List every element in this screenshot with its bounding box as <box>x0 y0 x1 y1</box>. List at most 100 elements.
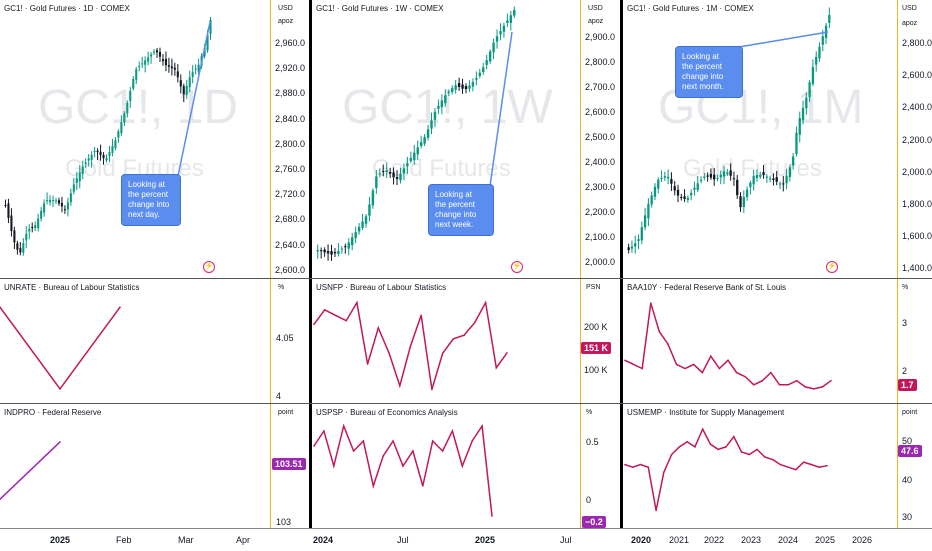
series-line <box>0 306 121 391</box>
indicator-axis[interactable]: point 50 47.6 40 30 <box>897 404 932 528</box>
callout-note[interactable]: Looking at the percent change into next … <box>428 184 494 236</box>
unrate-line-chart[interactable] <box>0 279 270 403</box>
lightning-icon[interactable]: ⚡ <box>203 261 215 273</box>
chart-title: GC1! · Gold Futures · 1W · COMEX <box>316 4 444 13</box>
indicator-pane-uspsp[interactable]: USPSP · Bureau of Economics Analysis % 0… <box>312 404 621 528</box>
candle-body <box>37 218 40 229</box>
data-point <box>334 314 337 317</box>
price-pane-weekly[interactable]: GC1!, 1W Gold Futures GC1! · Gold Future… <box>312 0 621 278</box>
pane-divider[interactable] <box>0 278 932 279</box>
candlestick-chart[interactable] <box>0 0 270 278</box>
candle-body <box>801 107 805 121</box>
lightning-icon[interactable]: ⚡ <box>511 261 523 273</box>
callout-note[interactable]: Looking at the percent change into next … <box>121 174 181 226</box>
indicator-title: USMEMP · Institute for Supply Management <box>627 408 785 417</box>
candle-body <box>87 158 90 161</box>
usnfp-line-chart[interactable] <box>312 279 580 403</box>
value-badge: 1.7 <box>898 379 917 391</box>
data-point <box>441 352 444 354</box>
data-point <box>352 450 355 452</box>
candle-body <box>69 193 72 203</box>
trend-line <box>489 31 513 187</box>
time-tick: Feb <box>116 535 132 545</box>
indicator-pane-indpro[interactable]: INDPRO · Federal Reserve point 103.51 10… <box>0 404 309 528</box>
series-line <box>624 302 832 390</box>
candle-body <box>637 239 640 242</box>
candle-body <box>676 189 680 196</box>
price-tick: 2,900.0 <box>585 32 616 42</box>
price-tick: 1,800.0 <box>902 199 932 209</box>
candle-body <box>492 42 495 53</box>
lightning-icon[interactable]: ⚡ <box>826 261 838 273</box>
indicator-title: BAA10Y · Federal Reserve Bank of St. Lou… <box>627 283 787 292</box>
indicator-axis[interactable]: PSN 200 K 151 K 100 K <box>580 279 621 403</box>
candle-body <box>316 250 319 252</box>
data-point <box>441 450 444 452</box>
time-tick: Jul <box>397 535 409 545</box>
candle-body <box>634 243 637 247</box>
callout-note[interactable]: Looking at the percent change into next … <box>675 46 743 98</box>
indicator-axis[interactable]: % 3 2 1.7 <box>897 279 932 403</box>
candle-body <box>385 170 388 172</box>
candle-body <box>795 132 798 155</box>
candle-body <box>759 175 762 177</box>
candle-body <box>60 202 63 207</box>
time-tick: 2020 <box>631 535 652 545</box>
candle-body <box>179 80 182 87</box>
uspsp-line-chart[interactable] <box>312 404 580 528</box>
candle-body <box>406 163 409 167</box>
price-pane-daily[interactable]: GC1!, 1D Gold Futures GC1! · Gold Future… <box>0 0 309 278</box>
candle-body <box>129 90 132 102</box>
indicator-pane-baa10y[interactable]: BAA10Y · Federal Reserve Bank of St. Lou… <box>623 279 932 403</box>
price-tick: 2,700.0 <box>585 82 616 92</box>
candle-body <box>188 77 191 88</box>
candle-body <box>364 216 368 224</box>
candle-body <box>164 58 167 66</box>
data-point <box>810 463 813 466</box>
indicator-pane-usmemp[interactable]: USMEMP · Institute for Supply Management… <box>623 404 932 528</box>
candle-body <box>768 178 772 180</box>
indicator-pane-unrate[interactable]: UNRATE · Bureau of Labour Statistics % 4… <box>0 279 309 403</box>
candle-body <box>22 243 25 253</box>
indicator-axis[interactable]: point 103.51 103 <box>270 404 309 528</box>
data-point <box>372 485 375 487</box>
series-line <box>624 427 828 511</box>
candle-body <box>478 72 481 77</box>
price-axis[interactable]: USD apoz 2,900.0 2,800.0 2,700.0 2,600.0 2,5… <box>580 0 621 278</box>
candle-body <box>135 69 138 80</box>
candle-body <box>647 203 650 219</box>
candle-body <box>815 56 818 65</box>
data-point <box>59 388 61 390</box>
usmemp-line-chart[interactable] <box>623 404 897 528</box>
indicator-axis[interactable]: % 0.5 0 −0.2 <box>580 404 621 528</box>
axis-tick: 200 K <box>584 322 608 332</box>
baa10y-line-chart[interactable] <box>623 279 897 403</box>
data-point <box>701 371 704 374</box>
candle-body <box>419 142 423 147</box>
data-point <box>717 448 719 451</box>
time-axis[interactable]: 2025 Feb Mar Apr 2024 Jul 2025 Jul 2020 … <box>0 528 932 551</box>
candlestick-chart[interactable] <box>623 0 897 278</box>
data-point <box>692 363 695 366</box>
candle-body <box>765 176 768 178</box>
price-tick: 2,800.0 <box>275 138 306 149</box>
candle-body <box>194 68 197 70</box>
candle-body <box>123 113 126 123</box>
candle-body <box>666 176 670 179</box>
price-axis[interactable]: USD apoz 2,960.0 2,920.0 2,880.0 2,840.0 2,8… <box>270 0 309 278</box>
indicator-pane-usnfp[interactable]: USNFP · Bureau of Labour Statistics PSN … <box>312 279 621 403</box>
pane-divider[interactable] <box>0 403 932 404</box>
candle-body <box>31 227 34 229</box>
indpro-line-chart[interactable] <box>0 404 270 528</box>
price-axis[interactable]: USD apoz 2,800.0 2,600.0 2,400.0 2,200.0 2,0… <box>897 0 932 278</box>
time-tick: Jul <box>560 535 572 545</box>
data-point <box>764 456 766 458</box>
candle-body <box>84 162 87 164</box>
indicator-axis[interactable]: % 4.05 4 <box>270 279 309 403</box>
candle-body <box>395 177 399 179</box>
price-pane-monthly[interactable]: GC1!, 1M Gold Futures GC1! · Gold Future… <box>623 0 932 278</box>
axis-tick: 103 <box>276 517 292 527</box>
candle-body <box>495 36 499 42</box>
candlestick-chart[interactable] <box>312 0 580 278</box>
price-tick: 2,000.0 <box>902 166 932 177</box>
